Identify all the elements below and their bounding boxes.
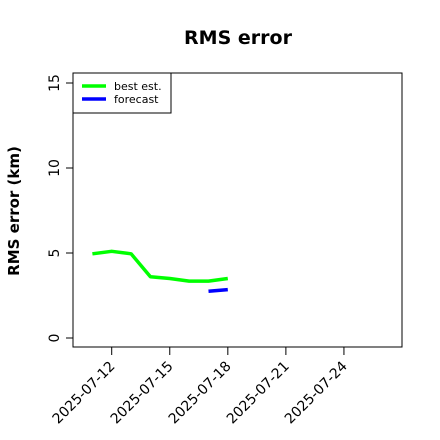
series-line-best-est: [92, 249, 229, 283]
series-line-forecast: [208, 287, 228, 294]
legend-box: [72, 72, 172, 114]
legend-label: forecast: [114, 93, 159, 106]
plot-frame: [72, 72, 403, 348]
chart-title: RMS error: [184, 27, 293, 49]
y-tick-label: 15: [47, 74, 63, 92]
y-tick-label: 0: [47, 334, 63, 343]
x-tick-label: 2025-07-24: [282, 358, 351, 427]
y-tick-label: 5: [47, 249, 63, 258]
legend-label: best est.: [114, 80, 162, 93]
y-tick-label: 10: [47, 159, 63, 177]
y-axis-label: RMS error (km): [5, 146, 23, 276]
